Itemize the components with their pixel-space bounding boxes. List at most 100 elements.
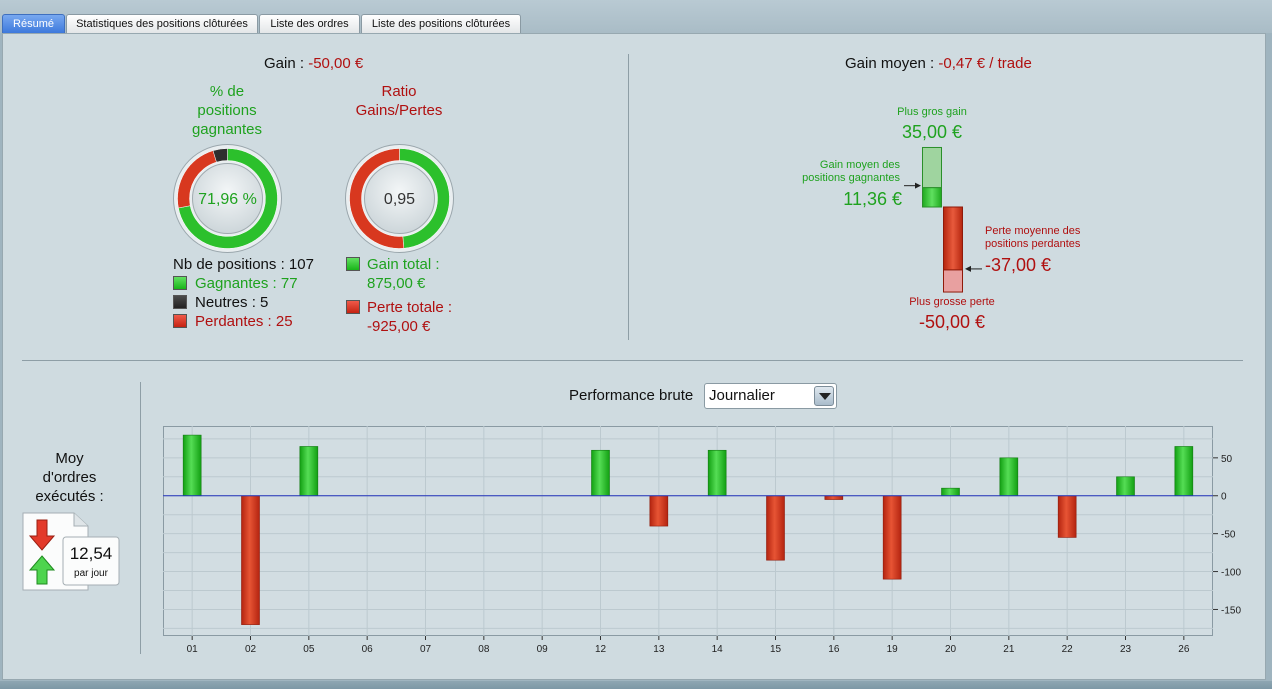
gain-label: Gain : [264, 55, 305, 72]
period-select[interactable]: Journalier [704, 383, 837, 409]
avg-loss-bar [943, 206, 963, 271]
bar-14[interactable] [707, 449, 727, 497]
max-loss-value: -50,00 € [918, 312, 986, 332]
y-axis: 50 0 -50 -100 -150 [1213, 454, 1241, 616]
total-loss-label: Perte totale : [367, 299, 453, 316]
ratio-segment-loss [349, 148, 405, 249]
ratio-value: 0,95 [384, 191, 415, 208]
neutral-count: Neutres : 5 [195, 294, 269, 311]
x-tick-label: 05 [303, 644, 315, 655]
win-rate-title-line3: gagnantes [191, 121, 263, 138]
win-rate-title: % de positions gagnantes [172, 82, 282, 139]
horizontal-separator [22, 360, 1243, 361]
chevron-down-icon[interactable] [814, 386, 834, 406]
bar-13[interactable] [649, 495, 669, 527]
chart-bars [182, 434, 1194, 625]
x-tick-label: 13 [653, 644, 665, 655]
x-tick-label: 19 [887, 644, 899, 655]
avg-loss-label: Perte moyenne des positions perdantes [985, 225, 1105, 251]
orders-title-line3: exécutés : [35, 488, 104, 505]
win-rate-donut-segments [177, 148, 278, 249]
chart-plot-area [163, 426, 1213, 636]
avg-loss-value: -37,00 € [985, 255, 1052, 275]
bar-23[interactable] [1116, 476, 1135, 497]
sell-arrow-icon [28, 519, 56, 551]
losing-legend-swatch [173, 314, 187, 328]
x-tick-label: 06 [362, 644, 374, 655]
positions-count: Nb de positions : 107 [173, 256, 314, 273]
avg-win-bar [922, 187, 942, 208]
max-gain-bar [922, 146, 942, 189]
total-gain-swatch [346, 257, 360, 271]
tab-bar: Résumé Statistiques des positions clôtur… [0, 0, 1272, 33]
tab-closed-positions-stats[interactable]: Statistiques des positions clôturées [66, 14, 258, 33]
bar-21[interactable] [999, 457, 1019, 497]
max-loss-bar [943, 269, 963, 293]
gain-loss-range-diagram [904, 146, 982, 293]
bottom-vertical-separator [140, 382, 141, 654]
total-gain-label: Gain total : [367, 256, 440, 273]
avg-loss-label-line2: positions perdantes [985, 238, 1081, 250]
ratio-title-line1: Ratio [381, 83, 417, 100]
average-gain-label: Gain moyen : [845, 55, 935, 72]
x-tick-label: 20 [945, 644, 957, 655]
x-axis: 01 02 05 06 07 08 09 12 13 14 15 16 19 20 21 22 23 26 [187, 636, 1190, 655]
win-rate-segment-neutral [212, 148, 228, 163]
avg-win-label-line2: positions gagnantes [802, 172, 900, 184]
average-gain-value: -0,47 € / trade [938, 55, 1032, 72]
win-rate-title-line1: % de [209, 83, 245, 100]
x-tick-label: 14 [712, 644, 724, 655]
avg-win-arrow-head [915, 182, 921, 189]
ratio-donut-segments [349, 148, 450, 249]
x-tick-label: 16 [828, 644, 840, 655]
max-gain-label: Plus gros gain [897, 106, 967, 118]
win-rate-value: 71,96 % [198, 191, 257, 208]
bar-02[interactable] [241, 495, 260, 625]
tab-orders-list[interactable]: Liste des ordres [259, 14, 360, 33]
bar-05[interactable] [299, 446, 319, 497]
avg-loss-arrow-head [965, 265, 971, 272]
average-gain-header: Gain moyen : -0,47 € / trade [845, 55, 1032, 72]
bar-22[interactable] [1057, 495, 1077, 538]
bar-19[interactable] [882, 495, 902, 580]
ratio-title-line2: Gains/Pertes [355, 102, 443, 119]
neutral-legend-swatch [173, 295, 187, 309]
x-tick-label: 08 [478, 644, 490, 655]
bar-12[interactable] [591, 449, 610, 497]
win-rate-segment-winning [178, 148, 278, 249]
gain-value: -50,00 € [308, 55, 364, 72]
x-tick-label: 21 [1003, 644, 1015, 655]
tab-closed-positions-list[interactable]: Liste des positions clôturées [361, 14, 521, 33]
bar-20[interactable] [941, 487, 960, 497]
bar-26[interactable] [1174, 446, 1194, 497]
avg-win-label-line1: Gain moyen des [819, 159, 900, 171]
total-loss-value: -925,00 € [367, 318, 431, 335]
x-tick-label: 01 [187, 644, 199, 655]
orders-icon [22, 512, 120, 591]
avg-win-value: 11,36 € [843, 189, 902, 209]
x-tick-label: 02 [245, 644, 257, 655]
y-axis-ticks: 50 0 -50 -100 -150 [1213, 454, 1241, 616]
x-tick-label: 26 [1178, 644, 1190, 655]
bar-01[interactable] [182, 434, 202, 497]
orders-per-day-value: 12,54 [69, 544, 113, 563]
avg-win-label: Gain moyen des positions gagnantes [790, 159, 900, 185]
x-tick-label: 07 [420, 644, 432, 655]
x-tick-label: 15 [770, 644, 782, 655]
tab-resume[interactable]: Résumé [2, 14, 65, 33]
performance-bar-chart [163, 426, 1213, 636]
orders-title-line1: Moy [55, 450, 84, 467]
y-tick-label: -50 [1221, 530, 1236, 541]
total-gain-value: 875,00 € [367, 275, 426, 292]
gain-header: Gain : -50,00 € [264, 55, 363, 72]
y-tick-label: 0 [1221, 492, 1227, 503]
orders-per-day-unit: par jour [74, 568, 108, 579]
bar-15[interactable] [766, 495, 785, 561]
total-loss-swatch [346, 300, 360, 314]
y-tick-label: -100 [1221, 568, 1241, 579]
win-rate-donut: 71,96 % [173, 144, 282, 253]
bar-16[interactable] [824, 495, 844, 500]
ratio-title: Ratio Gains/Pertes [339, 82, 459, 120]
max-loss-label: Plus grosse perte [909, 296, 995, 308]
ratio-donut: 0,95 [345, 144, 454, 253]
